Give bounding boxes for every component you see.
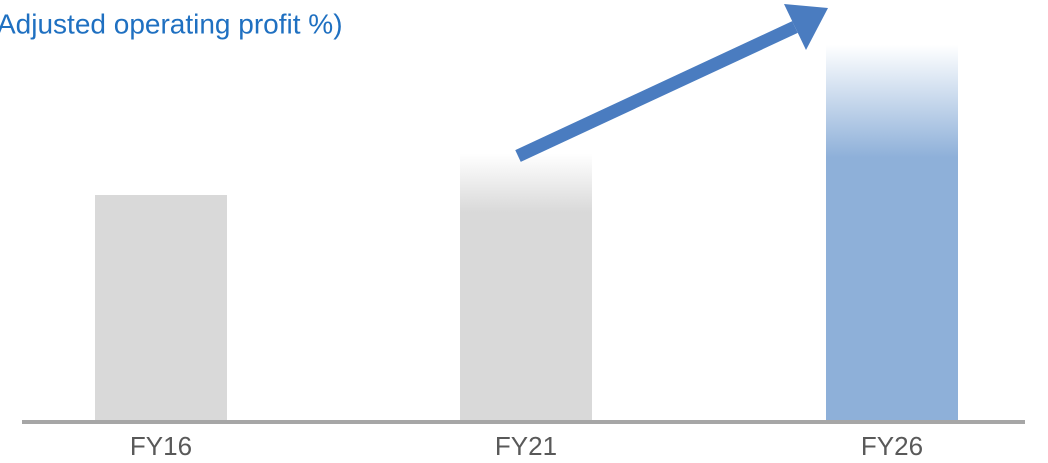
chart-title: Adjusted operating profit %) — [0, 8, 343, 39]
bar — [826, 45, 958, 420]
x-tick-label: FY16 — [130, 431, 192, 461]
x-tick-label: FY21 — [495, 431, 557, 461]
bars — [95, 45, 958, 420]
bar — [95, 195, 227, 420]
arrow-head — [784, 4, 828, 50]
bar — [460, 153, 592, 420]
arrow-shaft — [515, 21, 798, 162]
x-tick-label: FY26 — [861, 431, 923, 461]
trend-arrow — [515, 4, 828, 162]
